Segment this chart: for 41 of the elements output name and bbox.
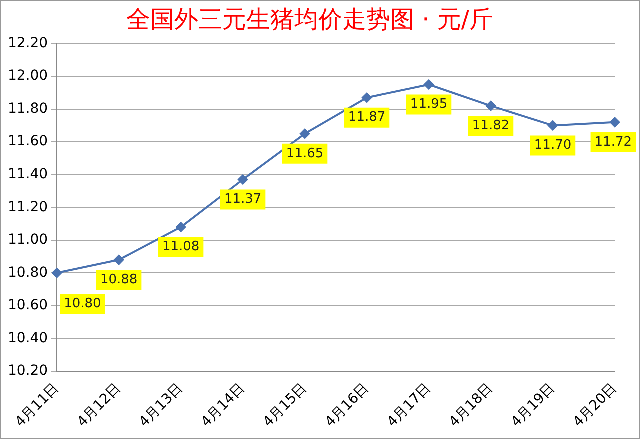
x-tick-label: 4月13日 (136, 380, 186, 430)
data-label: 11.37 (224, 192, 262, 208)
x-tick-label: 4月18日 (446, 380, 496, 430)
x-tick-label: 4月11日 (12, 380, 62, 430)
data-label: 11.95 (410, 97, 448, 112)
y-tick-label: 11.00 (8, 232, 48, 248)
point (114, 255, 124, 266)
x-tick-label: 4月16日 (322, 380, 372, 430)
x-tick-label: 4月19日 (508, 380, 558, 430)
point (238, 174, 248, 185)
point (486, 101, 496, 112)
data-label: 11.87 (348, 110, 386, 126)
data-label: 11.82 (472, 118, 510, 134)
data-label: 11.70 (534, 138, 572, 154)
x-tick-label: 4月12日 (74, 380, 124, 430)
y-tick-label: 10.60 (8, 298, 48, 314)
point (424, 80, 434, 90)
y-tick-label: 11.80 (8, 100, 48, 117)
point (548, 120, 558, 131)
chart-title: 全国外三元生猪均价走势图 · 元/斤 (126, 6, 494, 34)
point (176, 222, 186, 232)
y-tick-label: 11.40 (8, 166, 48, 182)
point (362, 92, 372, 103)
data-label: 10.88 (100, 272, 138, 288)
x-tick-label: 4月15日 (260, 380, 310, 430)
y-tick-label: 11.20 (8, 199, 48, 216)
x-tick-label: 4月17日 (384, 380, 434, 430)
x-tick-label: 4月20日 (570, 380, 620, 430)
x-tick-label: 4月14日 (198, 380, 248, 430)
y-tick-label: 12.20 (8, 35, 48, 52)
y-tick-label: 10.20 (8, 363, 48, 380)
point (300, 128, 310, 139)
data-label: 11.72 (594, 134, 632, 150)
y-tick-label: 12.00 (8, 68, 48, 84)
y-tick-label: 10.80 (8, 264, 48, 281)
data-label: 10.80 (64, 296, 102, 312)
y-tick-label: 11.60 (8, 134, 48, 150)
data-label: 11.65 (286, 146, 324, 162)
point (610, 117, 620, 128)
y-tick-label: 10.40 (8, 330, 48, 346)
data-label: 11.08 (162, 240, 200, 255)
